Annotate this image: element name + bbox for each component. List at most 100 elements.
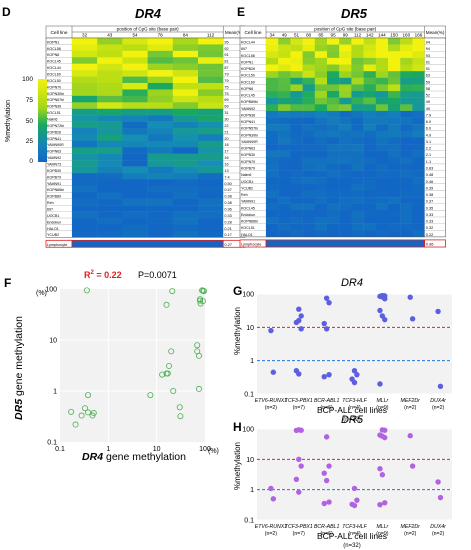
row-label: KOPN36	[47, 105, 61, 109]
data-point	[382, 427, 388, 433]
position-label: 54	[132, 33, 138, 38]
row-label: KOPB26	[47, 130, 61, 134]
panel-letter: H	[233, 420, 242, 434]
heat-cell	[290, 210, 303, 218]
heat-cell	[198, 44, 224, 52]
heat-cell	[72, 70, 98, 77]
mean-value: 79	[224, 79, 228, 83]
row-label: YCUB2	[47, 233, 59, 237]
heat-cell	[339, 110, 352, 118]
heat-cell	[400, 71, 413, 78]
p-value-label: P=0.0071	[138, 270, 177, 280]
heat-cell	[400, 183, 413, 191]
heat-cell	[339, 51, 352, 59]
heat-cell	[198, 224, 224, 232]
heat-cell	[278, 170, 291, 178]
heat-cell	[375, 117, 389, 125]
heat-cell	[302, 150, 315, 158]
mean-value: 0.38	[224, 195, 231, 199]
row-label: KOPB89bi	[241, 100, 258, 104]
heat-cell	[314, 230, 328, 238]
panel-letter: G	[233, 284, 242, 298]
heat-cell	[122, 57, 148, 64]
heat-cell	[388, 197, 401, 204]
heat-cell	[97, 95, 123, 103]
position-label: 95	[331, 33, 337, 38]
x-axis-label: DR4 gene methylation	[82, 451, 186, 463]
y-tick-label: 1	[53, 389, 57, 396]
heat-cell	[266, 230, 279, 238]
heat-cell	[363, 84, 376, 92]
heat-cell	[351, 223, 364, 231]
row-label: KOPN41	[47, 137, 61, 141]
heat-cell	[122, 102, 148, 109]
heat-cell	[363, 117, 376, 125]
heat-cell	[375, 130, 389, 138]
heat-cell	[302, 223, 315, 231]
heat-cell	[122, 76, 148, 84]
heat-cell	[351, 230, 364, 238]
row-label: KOPB30	[47, 169, 61, 173]
heat-cell	[147, 57, 173, 64]
heat-cell	[400, 51, 413, 59]
heat-cell	[122, 205, 148, 212]
heat-cell	[122, 230, 148, 238]
heat-cell	[400, 217, 413, 224]
heat-cell	[266, 71, 279, 78]
heat-cell	[266, 97, 279, 105]
heat-cell	[314, 117, 328, 125]
heat-cell	[400, 44, 413, 52]
heat-cell	[97, 70, 123, 77]
heat-cell	[363, 183, 376, 191]
heat-cell	[388, 210, 401, 218]
heat-cell	[122, 70, 148, 77]
heat-cell	[302, 190, 315, 198]
heat-cell	[266, 104, 279, 112]
heat-cell	[375, 51, 389, 59]
heat-cell	[375, 150, 389, 158]
mean-value: 58	[426, 87, 430, 91]
heat-cell	[266, 223, 279, 231]
heat-cell	[266, 57, 279, 65]
data-point	[298, 313, 304, 319]
heat-cell	[327, 210, 340, 218]
heat-cell	[266, 117, 279, 125]
lymphocyte-bar	[71, 239, 224, 248]
heat-cell	[122, 173, 148, 180]
heat-cell	[147, 192, 173, 199]
heat-cell	[278, 97, 291, 105]
heat-cell	[351, 57, 364, 65]
heat-cell	[400, 91, 413, 98]
heat-cell	[375, 144, 389, 151]
group-n: (n=2)	[432, 531, 445, 537]
dotplot-dr4: 0.1110100ETV6-RUNX1(n=2)TCF3-PBX1(n=7)BC…	[242, 292, 452, 411]
y-unit: (%)	[36, 290, 47, 297]
mean-value: 22	[224, 124, 228, 128]
panel-title: DR4	[135, 6, 162, 21]
heat-cell	[147, 179, 173, 187]
heat-cell	[351, 110, 364, 118]
heat-cell	[266, 44, 279, 52]
data-point	[298, 463, 304, 469]
heat-cell	[351, 177, 364, 185]
heat-cell	[375, 91, 389, 98]
heat-cell	[97, 89, 123, 97]
x-tick-label: 1	[106, 446, 110, 453]
data-point	[382, 434, 388, 441]
mean-value: 94	[426, 47, 430, 51]
heat-cell	[266, 110, 279, 118]
position-label: 142	[366, 33, 374, 38]
heat-cell	[375, 157, 389, 165]
heat-cell	[302, 57, 315, 65]
position-label: 160	[402, 33, 410, 38]
heat-cell	[198, 185, 224, 193]
mean-value: 0.46	[426, 180, 433, 184]
mean-value: 7.9	[426, 113, 431, 117]
heat-cell	[363, 51, 376, 59]
group-label: ETV6-RUNX1	[255, 524, 287, 530]
heat-cell	[388, 44, 401, 52]
heat-cell	[172, 166, 199, 174]
mean-value: 0.21	[224, 227, 231, 231]
heat-cell	[198, 198, 224, 206]
